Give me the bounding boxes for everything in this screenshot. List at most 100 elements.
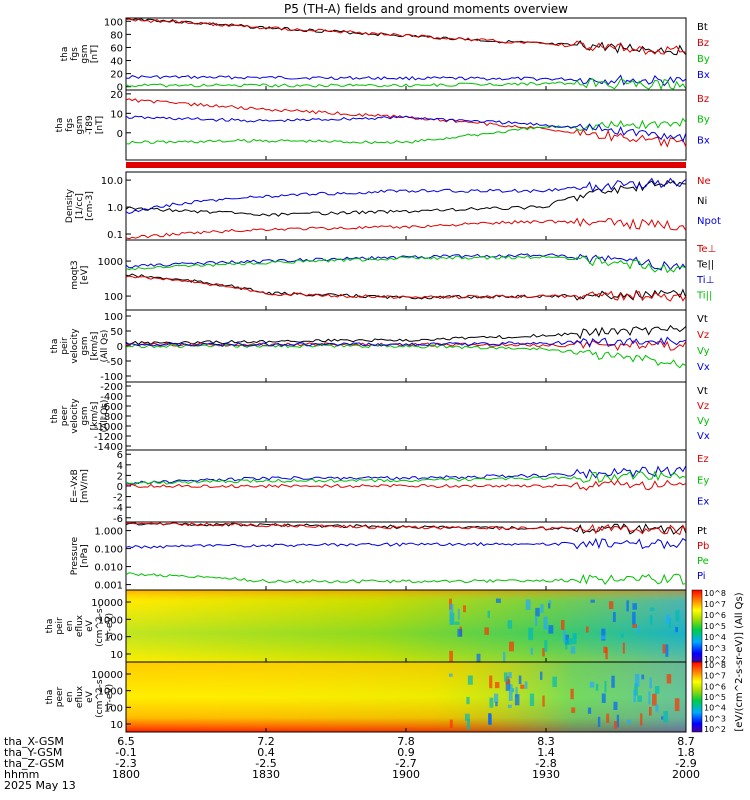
spectrogram-cell: [540, 604, 544, 613]
spectrogram-cell: [457, 608, 460, 620]
spectrogram-cell: [466, 696, 470, 705]
orbit-value: 8.7: [677, 735, 695, 748]
y-tick-label: 0.010: [94, 563, 123, 574]
y-tick-label: 60: [110, 43, 123, 54]
spectrogram-cell: [589, 681, 595, 688]
legend-Vy: Vy: [697, 346, 710, 357]
orbit-value: 8.3: [537, 735, 555, 748]
legend-Te||: Te||: [696, 260, 714, 271]
y-tick-label: 4: [117, 461, 123, 472]
colorbar-tick: 10^3: [704, 714, 726, 723]
spectrogram-cell: [612, 612, 616, 623]
spectrogram-cell: [503, 672, 508, 682]
y-tick-label: 1.000: [94, 527, 123, 538]
spectrogram-cell: [548, 600, 552, 604]
orbit-value: -2.3: [115, 757, 136, 770]
y-axis-label: tha: [45, 619, 55, 634]
spectrogram-cell: [597, 716, 601, 727]
spectrogram-cell: [449, 604, 454, 615]
legend-By: By: [697, 54, 710, 65]
y-tick-label: -100: [100, 372, 123, 383]
legend-Vz: Vz: [697, 401, 709, 412]
y-axis-label: sr-eV): [105, 613, 115, 639]
series-fgs-Bt: [126, 18, 687, 56]
y-tick-label: 50: [110, 327, 123, 338]
legend-Ti||: Ti||: [696, 291, 712, 302]
panel-frame-peer-vel: [125, 381, 687, 451]
y-tick-label: -800: [100, 412, 123, 423]
orbit-label-x: tha_X-GSM: [4, 735, 64, 748]
y-axis-label: tha: [55, 118, 65, 133]
spectrogram-cell: [637, 625, 640, 634]
series-temp-Ti⊥: [125, 253, 687, 271]
y-axis-label: [km/s]: [90, 402, 100, 431]
y-tick-label: 10: [110, 650, 123, 661]
spectrogram-cell: [535, 607, 540, 617]
spectrogram-cell: [542, 648, 545, 657]
legend-Pb: Pb: [697, 541, 709, 552]
y-tick-label: 1.0: [107, 203, 123, 214]
y-tick-label: 100: [104, 312, 123, 323]
spectrogram-cell: [529, 693, 535, 707]
orbit-value: -0.1: [115, 746, 136, 759]
orbit-value: 0.9: [397, 746, 415, 759]
series-peir-vel-Vx: [125, 336, 687, 348]
y-axis-label: tha: [50, 409, 60, 424]
spectrogram-cell: [675, 610, 680, 622]
spectrogram-cell: [528, 627, 534, 641]
y-axis-label: [cm-3]: [85, 191, 95, 221]
plot-title: P5 (TH-A) fields and ground moments over…: [284, 2, 568, 16]
spectrogram-cell: [663, 711, 669, 723]
spectrogram-cell: [649, 677, 652, 689]
colorbar-tick: 10^8: [704, 661, 726, 670]
y-tick-label: 100: [104, 292, 123, 303]
spectrogram-cell: [544, 640, 548, 652]
spectrogram-cell: [595, 683, 599, 691]
y-axis-label: [km/s]: [90, 332, 100, 361]
spectrogram-cell: [662, 644, 666, 654]
y-tick-label: -50: [107, 357, 123, 368]
y-tick-label: 10: [110, 109, 123, 120]
y-axis-label: peir: [60, 337, 70, 355]
y-tick-label: 6: [117, 450, 123, 461]
spectrogram-cell: [505, 679, 511, 691]
spectrogram-cell: [608, 601, 614, 610]
y-axis-label: peer: [60, 405, 70, 426]
y-tick-label: 0.100: [94, 545, 123, 556]
spectrogram-cell: [518, 675, 522, 685]
orbit-label-z: tha_Z-GSM: [4, 757, 64, 770]
spectrogram-cell: [641, 674, 645, 680]
y-axis-label: E=-VxB: [70, 469, 80, 503]
series-fgs-detrend-Bx: [125, 115, 687, 143]
spectrogram-cell: [487, 610, 490, 618]
spectrogram-cell: [601, 628, 606, 641]
y-tick-label: 0: [117, 129, 123, 140]
y-tick-label: 1000: [98, 687, 123, 698]
y-tick-label: 40: [110, 57, 123, 68]
legend-Vt: Vt: [697, 386, 708, 397]
orbit-value: -2.5: [255, 757, 276, 770]
colorbar-peir-spec: [691, 589, 703, 663]
y-axis-label: eflux: [75, 685, 85, 708]
colorbar-tick: 10^2: [704, 725, 726, 734]
series-fgs-Bz: [125, 18, 687, 56]
spectrogram-cell: [457, 628, 463, 637]
y-axis-label: eflux: [75, 614, 85, 637]
y-axis-label: (All Qs): [100, 400, 110, 433]
series-efield-Ey: [125, 470, 687, 485]
spectrogram-cell: [508, 641, 514, 652]
orbit-value: 1800: [112, 768, 140, 781]
y-axis-label: tha: [45, 690, 55, 705]
spectrogram-cell: [633, 689, 637, 703]
y-tick-label: -6: [113, 514, 123, 525]
y-tick-label: 100: [104, 703, 123, 714]
orbit-value: -2.7: [395, 757, 416, 770]
orbit-value: 2000: [672, 768, 700, 781]
series-temp-Te⊥: [125, 275, 687, 302]
spectrogram-cell: [616, 714, 620, 728]
y-tick-label: 1000: [98, 615, 123, 626]
spectrogram-cell: [508, 689, 513, 701]
spectrogram-cell: [539, 671, 543, 680]
colorbar-tick: 10^3: [704, 644, 726, 653]
y-tick-label: 20: [110, 70, 123, 81]
